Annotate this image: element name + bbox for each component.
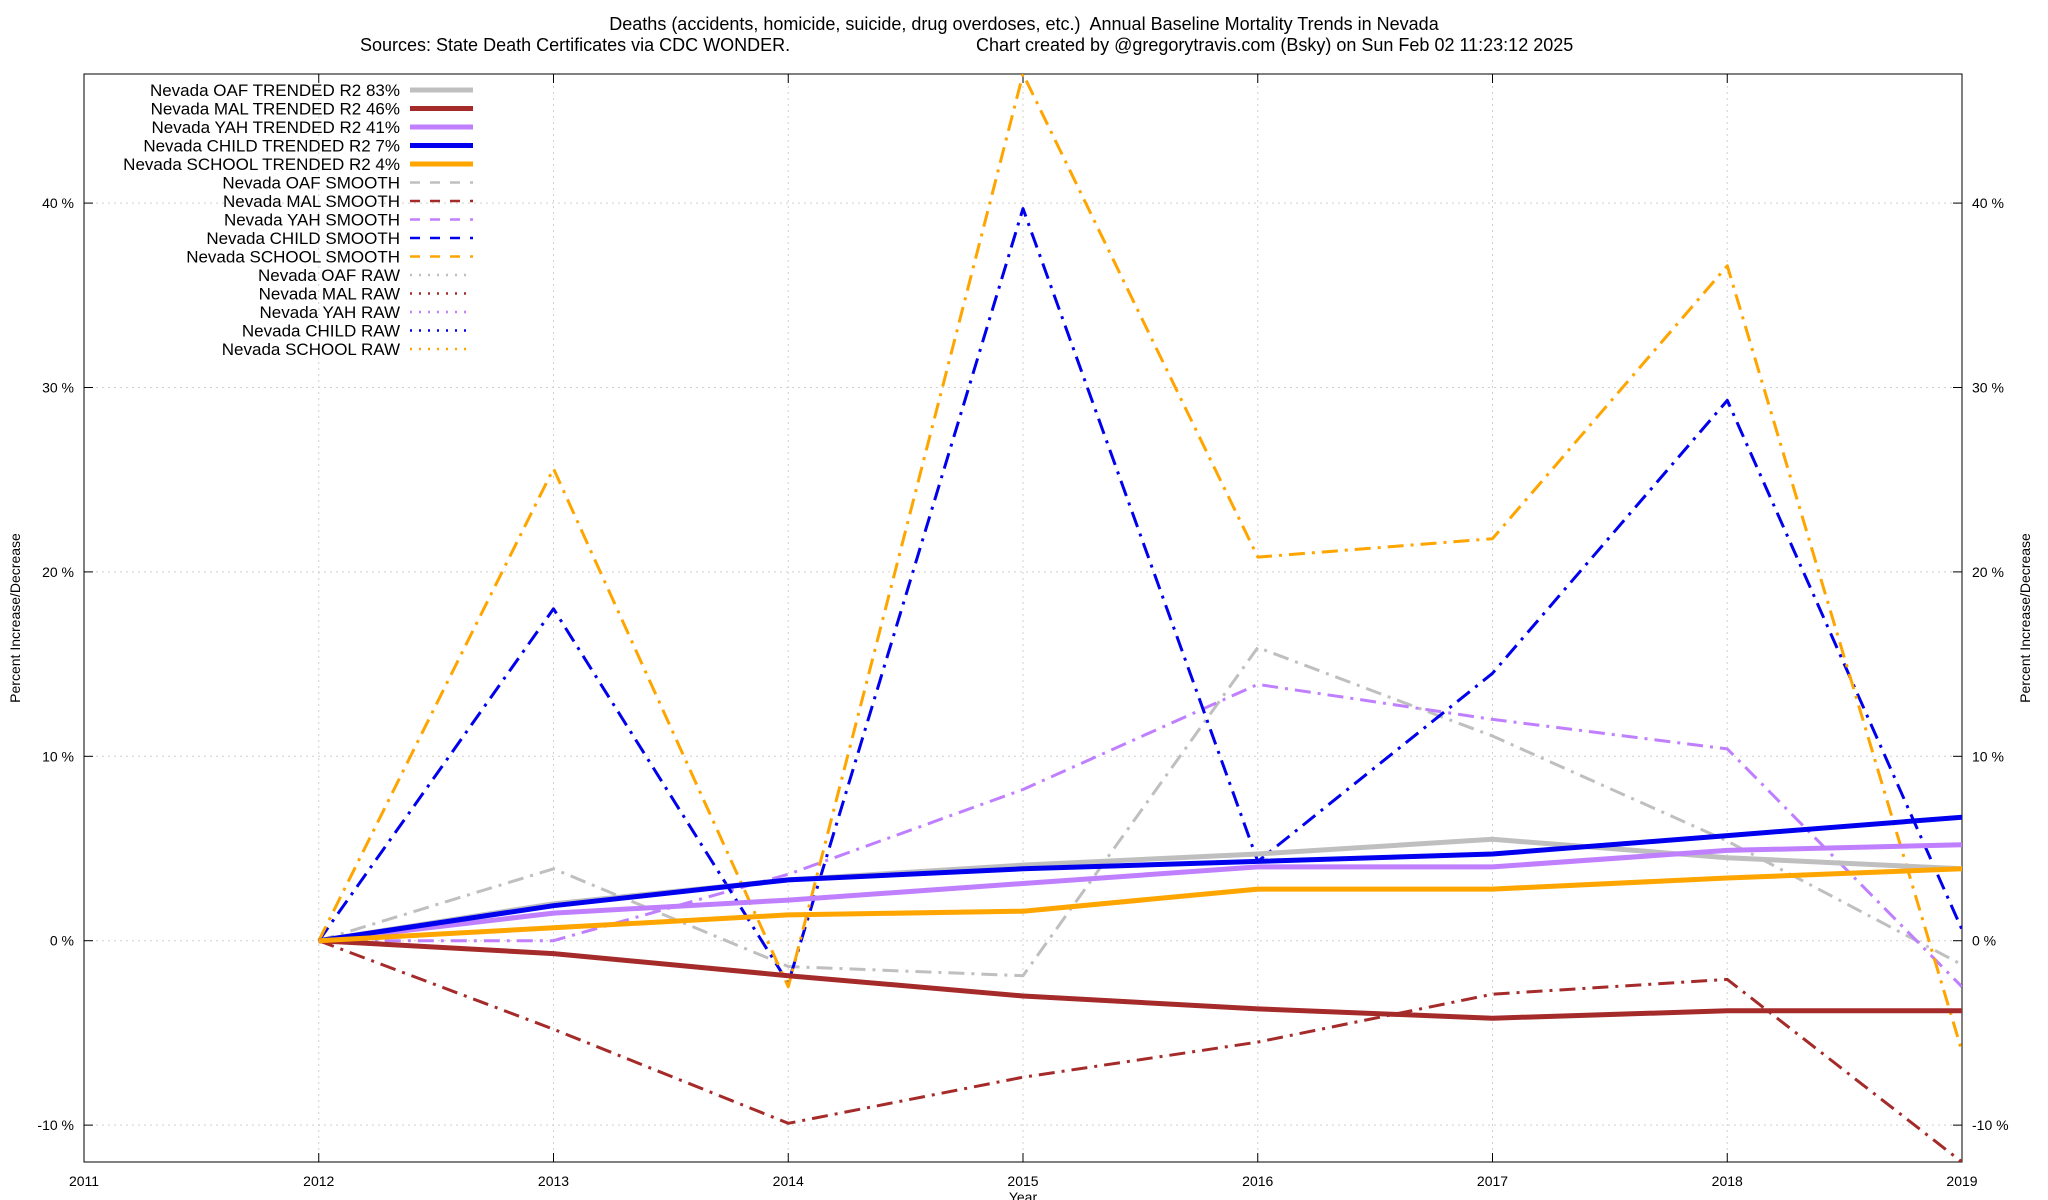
- x-tick-label: 2015: [1007, 1173, 1038, 1189]
- legend-label: Nevada MAL TRENDED R2 46%: [151, 100, 400, 119]
- chart-subtitle-left: Sources: State Death Certificates via CD…: [360, 35, 791, 55]
- y2-tick-label: 10 %: [1972, 748, 2004, 764]
- legend-label: Nevada CHILD SMOOTH: [206, 229, 400, 248]
- y2-tick-label: 40 %: [1972, 195, 2004, 211]
- y-tick-label: 30 %: [42, 379, 74, 395]
- series-line-6: [318, 939, 1962, 1162]
- legend-label: Nevada YAH RAW: [260, 303, 400, 322]
- y-tick-label: 20 %: [42, 564, 74, 580]
- legend-label: Nevada YAH TRENDED R2 41%: [152, 118, 401, 137]
- series-line-3: [318, 814, 1962, 944]
- chart-subtitle-right: Chart created by @gregorytravis.com (Bsk…: [976, 35, 1574, 55]
- y-tick-label: -10 %: [37, 1117, 74, 1133]
- y2-tick-label: 20 %: [1972, 564, 2004, 580]
- x-tick-label: 2012: [303, 1173, 334, 1189]
- x-axis-title: Year: [1009, 1189, 1038, 1200]
- y-tick-label: 10 %: [42, 748, 74, 764]
- chart-title: Deaths (accidents, homicide, suicide, dr…: [609, 14, 1439, 34]
- series-line-7: [318, 682, 1962, 988]
- series-line-2: [318, 842, 1962, 944]
- legend-label: Nevada SCHOOL RAW: [222, 340, 400, 359]
- y2-axis-title: Percent Increase/Decrease: [2017, 533, 2033, 703]
- y-tick-label: 40 %: [42, 195, 74, 211]
- series-line-1: [318, 938, 1962, 1021]
- x-tick-label: 2018: [1712, 1173, 1743, 1189]
- y2-tick-label: 30 %: [1972, 379, 2004, 395]
- x-tick-label: 2011: [69, 1173, 99, 1189]
- y2-tick-label: -10 %: [1972, 1117, 2009, 1133]
- x-tick-label: 2013: [538, 1173, 569, 1189]
- legend-label: Nevada MAL SMOOTH: [223, 192, 400, 211]
- legend-label: Nevada CHILD RAW: [242, 322, 400, 341]
- legend-label: Nevada YAH SMOOTH: [224, 211, 400, 230]
- series-line-8: [317, 207, 1962, 985]
- legend-label: Nevada OAF SMOOTH: [222, 174, 400, 193]
- y-axis-title: Percent Increase/Decrease: [7, 533, 23, 703]
- x-tick-label: 2019: [1946, 1173, 1977, 1189]
- legend-label: Nevada OAF RAW: [258, 266, 400, 285]
- legend-label: Nevada OAF TRENDED R2 83%: [150, 81, 400, 100]
- x-tick-label: 2017: [1477, 1173, 1508, 1189]
- legend-label: Nevada CHILD TRENDED R2 7%: [143, 137, 400, 156]
- series-line-9: [317, 74, 1962, 1052]
- y2-tick-label: 0 %: [1972, 933, 1996, 949]
- series-line-5: [318, 646, 1962, 978]
- series-line-4: [318, 866, 1962, 944]
- legend-label: Nevada SCHOOL TRENDED R2 4%: [123, 155, 400, 174]
- y-tick-label: 0 %: [50, 933, 74, 949]
- legend-label: Nevada SCHOOL SMOOTH: [186, 248, 400, 267]
- legend-label: Nevada MAL RAW: [259, 285, 400, 304]
- x-tick-label: 2014: [773, 1173, 804, 1189]
- x-tick-label: 2016: [1242, 1173, 1273, 1189]
